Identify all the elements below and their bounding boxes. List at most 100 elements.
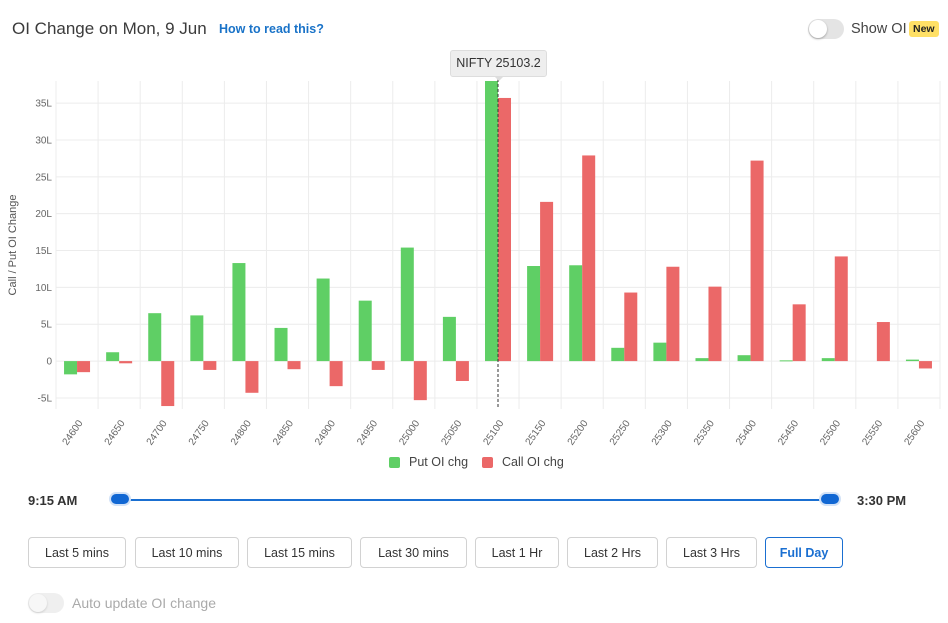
put-oi-bar <box>695 358 709 362</box>
call-swatch-icon <box>482 456 493 468</box>
call-oi-bar <box>161 361 175 407</box>
call-oi-bar <box>455 361 469 381</box>
put-oi-bar <box>148 313 162 362</box>
y-axis-title: Call / Put OI Change <box>7 195 19 296</box>
call-oi-bar <box>666 266 680 362</box>
y-tick-label: 20L <box>35 209 52 220</box>
y-tick-label: 10L <box>35 283 52 294</box>
put-oi-bar <box>569 265 583 362</box>
x-tick-label: 24900 <box>313 418 338 447</box>
slider-start-handle[interactable] <box>109 492 131 506</box>
y-tick-label: 5L <box>41 320 53 331</box>
put-oi-bar <box>442 316 456 362</box>
x-tick-label: 24600 <box>61 418 86 447</box>
put-oi-bar <box>905 359 919 362</box>
range-button-last-5-mins[interactable]: Last 5 mins <box>28 537 126 568</box>
x-tick-label: 25200 <box>566 418 591 447</box>
how-to-read-link[interactable]: How to read this? <box>219 22 324 36</box>
call-oi-bar <box>498 97 511 362</box>
x-tick-label: 25000 <box>397 418 422 447</box>
legend-put-label: Put OI chg <box>409 455 469 469</box>
put-oi-bar <box>400 247 414 362</box>
new-badge: New <box>909 21 939 37</box>
x-tick-label: 25550 <box>860 418 885 447</box>
x-tick-label: 24850 <box>271 418 296 447</box>
call-oi-bar <box>77 361 91 373</box>
legend-put[interactable]: Put OI chg <box>389 455 468 469</box>
call-oi-bar <box>792 304 806 362</box>
x-tick-label: 25300 <box>650 418 675 447</box>
x-tick-label: 25250 <box>608 418 633 447</box>
call-oi-bar <box>119 361 133 364</box>
x-tick-label: 24950 <box>355 418 380 447</box>
put-oi-bar <box>106 352 120 362</box>
put-oi-bar <box>64 361 78 375</box>
call-oi-bar <box>582 155 596 362</box>
page-title: OI Change on Mon, 9 Jun <box>12 19 207 38</box>
legend-call-label: Call OI chg <box>502 455 564 469</box>
x-tick-label: 25100 <box>481 418 506 447</box>
range-button-last-15-mins[interactable]: Last 15 mins <box>247 537 352 568</box>
x-tick-label: 24800 <box>229 418 254 447</box>
call-oi-bar <box>329 361 343 387</box>
put-oi-bar <box>653 342 667 362</box>
put-oi-bar <box>527 266 541 362</box>
call-oi-bar <box>245 361 259 393</box>
x-tick-label: 25050 <box>439 418 464 447</box>
call-oi-bar <box>203 361 217 370</box>
call-oi-bar <box>876 322 890 362</box>
range-button-last-10-mins[interactable]: Last 10 mins <box>135 537 239 568</box>
tooltip-arrow <box>494 76 504 81</box>
x-tick-label: 25600 <box>902 418 927 447</box>
put-oi-bar <box>611 347 625 362</box>
x-tick-label: 24750 <box>187 418 212 447</box>
auto-update-toggle[interactable] <box>28 593 64 613</box>
legend-call[interactable]: Call OI chg <box>482 455 564 469</box>
put-oi-bar <box>485 81 498 362</box>
put-oi-bar <box>190 315 204 362</box>
y-tick-label: 30L <box>35 135 52 146</box>
put-oi-bar <box>316 278 330 362</box>
y-tick-label: 15L <box>35 246 52 257</box>
spot-price-tooltip: NIFTY 25103.2 <box>450 50 547 77</box>
toggle-knob <box>29 594 47 612</box>
call-oi-bar <box>834 256 848 362</box>
time-range-slider[interactable] <box>120 499 830 501</box>
x-tick-label: 25350 <box>692 418 717 447</box>
call-oi-bar <box>750 160 764 362</box>
put-oi-bar <box>358 300 372 362</box>
call-oi-bar <box>918 361 932 369</box>
call-oi-bar <box>708 286 722 362</box>
put-oi-bar <box>737 355 751 362</box>
auto-update-label: Auto update OI change <box>72 595 216 611</box>
x-tick-label: 24650 <box>103 418 128 447</box>
x-tick-label: 24700 <box>145 418 170 447</box>
time-start-label: 9:15 AM <box>28 493 78 508</box>
put-oi-bar <box>821 358 835 362</box>
show-oi-toggle[interactable] <box>808 19 844 39</box>
slider-end-handle[interactable] <box>819 492 841 506</box>
range-button-last-3-hrs[interactable]: Last 3 Hrs <box>666 537 757 568</box>
call-oi-bar <box>540 201 554 362</box>
x-tick-label: 25500 <box>818 418 843 447</box>
put-oi-bar <box>779 360 793 362</box>
x-tick-label: 25150 <box>524 418 549 447</box>
x-tick-label: 25450 <box>776 418 801 447</box>
x-tick-label: 25400 <box>734 418 759 447</box>
put-oi-bar <box>274 327 288 362</box>
y-tick-label: -5L <box>38 393 53 404</box>
oi-change-chart: -5L 0 5L 10L 15L 20L 25L 30L 35L Call / Put OI Ch… <box>7 79 941 448</box>
y-tick-label: 0 <box>46 357 52 368</box>
call-oi-bar <box>624 292 638 362</box>
range-button-last-30-mins[interactable]: Last 30 mins <box>360 537 467 568</box>
call-oi-bar <box>371 361 385 370</box>
range-button-last-1-hr[interactable]: Last 1 Hr <box>475 537 559 568</box>
call-oi-bar <box>413 361 427 401</box>
time-end-label: 3:30 PM <box>857 493 907 508</box>
put-oi-bar <box>232 263 246 362</box>
range-button-last-2-hrs[interactable]: Last 2 Hrs <box>567 537 658 568</box>
range-button-full-day[interactable]: Full Day <box>765 537 843 568</box>
put-swatch-icon <box>389 456 400 468</box>
y-tick-label: 25L <box>35 172 52 183</box>
toggle-knob <box>809 20 827 38</box>
